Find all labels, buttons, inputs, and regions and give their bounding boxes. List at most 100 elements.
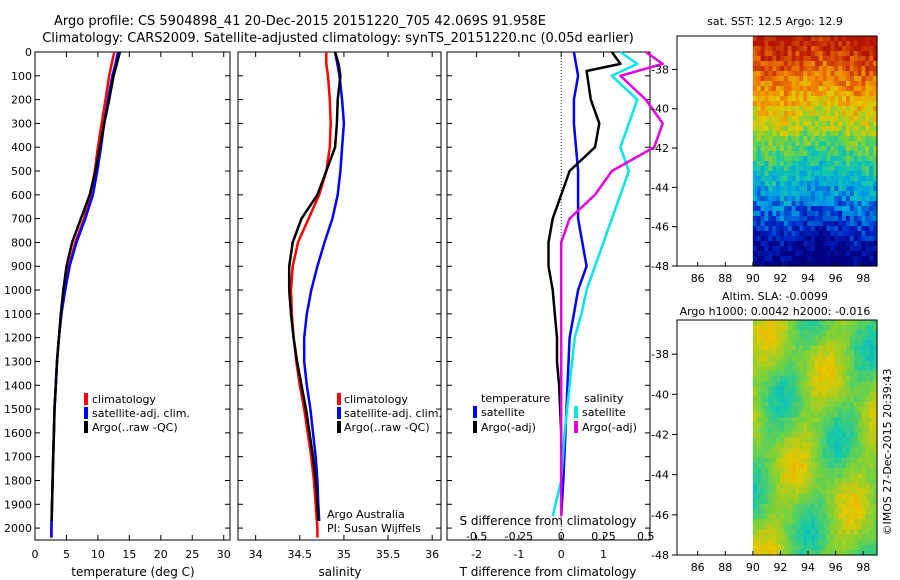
heatmap-cell bbox=[845, 514, 851, 520]
heatmap-cell bbox=[822, 131, 828, 137]
heatmap-cell bbox=[791, 371, 797, 377]
heatmap-cell bbox=[772, 56, 777, 62]
heatmap-cell bbox=[818, 452, 824, 459]
heatmap-cell bbox=[764, 401, 769, 408]
heatmap-cell bbox=[783, 493, 789, 500]
heatmap-cell bbox=[845, 111, 851, 117]
heatmap-cell bbox=[795, 91, 801, 97]
heatmap-cell bbox=[752, 350, 758, 357]
heatmap-cell bbox=[799, 534, 804, 541]
heatmap-cell bbox=[869, 498, 874, 505]
heatmap-cell bbox=[842, 131, 847, 137]
heatmap-cell bbox=[814, 468, 820, 474]
heatmap-cell bbox=[814, 355, 820, 362]
heatmap-cell bbox=[849, 519, 855, 525]
heatmap-cell bbox=[811, 376, 816, 382]
heatmap-cell bbox=[795, 76, 801, 82]
heatmap-cell bbox=[772, 46, 777, 52]
heatmap-cell bbox=[861, 246, 866, 252]
heatmap-cell bbox=[814, 36, 820, 42]
heatmap-cell bbox=[873, 509, 878, 515]
heatmap-cell bbox=[873, 371, 878, 377]
heatmap-cell bbox=[760, 325, 766, 331]
heatmap-cell bbox=[803, 216, 808, 222]
ytick-label: -44 bbox=[651, 181, 669, 194]
heatmap-cell bbox=[822, 524, 828, 531]
heatmap-cell bbox=[849, 191, 855, 197]
heatmap-cell bbox=[845, 509, 851, 515]
heatmap-cell bbox=[849, 81, 855, 87]
heatmap-cell bbox=[776, 549, 781, 556]
heatmap-cell bbox=[849, 246, 855, 252]
heatmap-cell bbox=[853, 345, 859, 352]
heatmap-cell bbox=[818, 447, 824, 454]
heatmap-cell bbox=[873, 452, 878, 459]
heatmap-cell bbox=[791, 452, 797, 459]
heatmap-cell bbox=[783, 211, 789, 217]
legend-title-salinity: salinity bbox=[584, 392, 624, 405]
heatmap-cell bbox=[791, 509, 797, 515]
heatmap-cell bbox=[807, 544, 812, 551]
heatmap-cell bbox=[787, 376, 793, 382]
heatmap-cell bbox=[818, 186, 824, 192]
heatmap-cell bbox=[780, 196, 785, 202]
heatmap-cell bbox=[795, 116, 801, 122]
ytick-label: 1100 bbox=[4, 308, 32, 321]
heatmap-cell bbox=[873, 488, 878, 495]
heatmap-cell bbox=[865, 91, 870, 97]
legend-label-temperature-argo: Argo(-adj) bbox=[481, 421, 536, 434]
heatmap-cell bbox=[842, 473, 847, 479]
heatmap-cell bbox=[845, 360, 851, 367]
heatmap-cell bbox=[861, 106, 866, 112]
heatmap-cell bbox=[783, 514, 789, 520]
heatmap-cell bbox=[857, 231, 863, 237]
heatmap-cell bbox=[791, 468, 797, 474]
heatmap-cell bbox=[834, 101, 839, 107]
heatmap-cell bbox=[811, 131, 816, 137]
heatmap-cell bbox=[783, 116, 789, 122]
heatmap-cell bbox=[818, 66, 824, 72]
heatmap-cell bbox=[803, 417, 808, 423]
heatmap-cell bbox=[807, 534, 812, 541]
heatmap-cell bbox=[818, 196, 824, 202]
heatmap-cell bbox=[768, 422, 773, 428]
heatmap-cell bbox=[795, 206, 801, 212]
heatmap-cell bbox=[814, 411, 820, 418]
heatmap-cell bbox=[853, 534, 859, 541]
heatmap-cell bbox=[772, 251, 777, 257]
heatmap-cell bbox=[803, 91, 808, 97]
heatmap-cell bbox=[849, 365, 855, 372]
heatmap-cell bbox=[849, 126, 855, 132]
heatmap-cell bbox=[830, 447, 835, 454]
ytick-label: 400 bbox=[11, 141, 32, 154]
heatmap-cell bbox=[799, 71, 804, 77]
heatmap-cell bbox=[811, 483, 816, 490]
heatmap-cell bbox=[776, 66, 781, 72]
heatmap-cell bbox=[787, 498, 793, 505]
heatmap-cell bbox=[830, 330, 835, 336]
heatmap-cell bbox=[783, 261, 789, 267]
heatmap-cell bbox=[783, 360, 789, 367]
heatmap-cell bbox=[861, 151, 866, 157]
heatmap-cell bbox=[768, 251, 773, 257]
heatmap-cell bbox=[873, 96, 878, 102]
heatmap-cell bbox=[752, 156, 758, 162]
heatmap-cell bbox=[768, 126, 773, 132]
heatmap-cell bbox=[857, 437, 863, 444]
heatmap-cell bbox=[772, 524, 777, 531]
heatmap-cell bbox=[865, 131, 870, 137]
heatmap-cell bbox=[791, 201, 797, 207]
heatmap-cell bbox=[811, 488, 816, 495]
heatmap-cell bbox=[814, 386, 820, 393]
heatmap-cell bbox=[842, 111, 847, 117]
heatmap-cell bbox=[799, 483, 804, 490]
heatmap-cell bbox=[822, 376, 828, 382]
heatmap-cell bbox=[857, 141, 863, 147]
heatmap-cell bbox=[780, 396, 785, 403]
heatmap-cell bbox=[799, 161, 804, 167]
heatmap-cell bbox=[756, 514, 762, 520]
heatmap-cell bbox=[865, 406, 870, 413]
heatmap-cell bbox=[861, 161, 866, 167]
xtick-label: 98 bbox=[856, 272, 870, 285]
heatmap-cell bbox=[834, 106, 839, 112]
